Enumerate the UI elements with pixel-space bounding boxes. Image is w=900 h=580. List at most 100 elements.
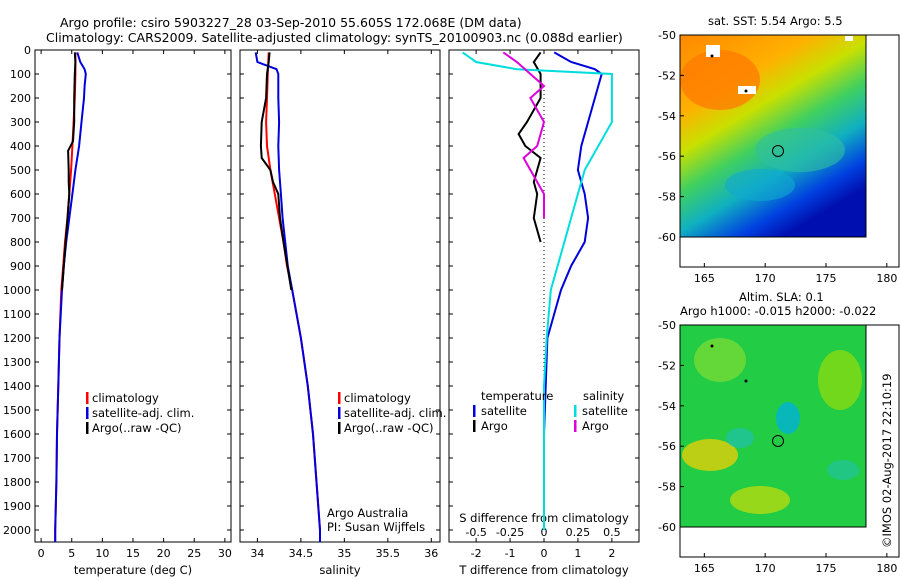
x-tick-label: 5	[68, 547, 75, 560]
credit-line-2: PI: Susan Wijffels	[327, 520, 425, 534]
legend-s-satellite-label: satellite	[582, 404, 628, 418]
legend-t-argo-label: Argo	[481, 419, 508, 433]
sst-map-title: sat. SST: 5.54 Argo: 5.5	[708, 14, 843, 28]
x2-tick-label: 0.25	[566, 526, 591, 539]
legend-temperature-heading: temperature	[481, 389, 553, 403]
map-x-tick-label: 180	[876, 562, 897, 575]
sla-map-ticks: 165 170 175 180 -50 -52 -54 -56 -58 -60	[658, 319, 900, 575]
legend-argo-label: Argo(..raw -QC)	[92, 421, 182, 435]
sst-missing-data	[706, 45, 720, 57]
sla-low-patch	[726, 428, 754, 448]
x2-tick-label: 0	[541, 526, 548, 539]
legend-swatch-t-argo	[473, 420, 476, 432]
sst-cool-patch	[725, 169, 795, 201]
y-tick-label: 1200	[3, 332, 31, 345]
x-tick-label: -2	[471, 547, 482, 560]
y-tick-label: 1600	[3, 428, 31, 441]
sla-map-title-2: Argo h1000: -0.015 h2000: -0.022	[680, 304, 876, 318]
x-tick-label: 15	[126, 547, 140, 560]
sst-missing-data	[845, 36, 853, 41]
map-axes-frame	[679, 324, 900, 558]
credit-line-1: Argo Australia	[327, 506, 408, 520]
sla-high-patch	[730, 486, 790, 514]
x-tick-label: 36	[424, 547, 438, 560]
legend-temperature-panel: climatology satellite-adj. clim. Argo(..…	[86, 391, 194, 435]
float-track-point	[744, 89, 748, 93]
map-y-tick-label: -50	[658, 29, 676, 42]
map-y-tick-label: -52	[658, 359, 676, 372]
sla-low-patch	[776, 402, 800, 434]
x-tick-label: 30	[218, 547, 232, 560]
map-x-tick-label: 170	[755, 272, 776, 285]
series-line	[502, 51, 546, 218]
x-tick-label: 1	[574, 547, 581, 560]
legend-satellite-label: satellite-adj. clim.	[92, 406, 194, 420]
map-y-tick-label: -60	[658, 521, 676, 534]
float-track-point	[710, 344, 714, 348]
map-x-tick-label: 170	[755, 562, 776, 575]
x-tick-label: 0	[541, 547, 548, 560]
title-line-2: Climatology: CARS2009. Satellite-adjuste…	[46, 30, 623, 45]
map-y-tick-label: -54	[658, 400, 676, 413]
y-tick-label: 1100	[3, 308, 31, 321]
x-tick-label: 10	[95, 547, 109, 560]
x-tick-label: 2	[608, 547, 615, 560]
map-y-tick-label: -50	[658, 319, 676, 332]
legend-s-argo-label: Argo	[582, 419, 609, 433]
y-tick-label: 100	[10, 68, 31, 81]
legend-swatch-argo	[338, 422, 341, 434]
sst-warm-patch	[680, 50, 760, 110]
map-y-tick-label: -58	[658, 481, 676, 494]
series-line	[543, 51, 603, 530]
legend-satellite-label: satellite-adj. clim.	[344, 406, 446, 420]
legend-swatch-s-argo	[574, 420, 577, 432]
legend-argo-label: Argo(..raw -QC)	[344, 421, 434, 435]
x-axis-label: salinity	[319, 563, 360, 577]
map-x-tick-label: 175	[816, 562, 837, 575]
map-x-tick-label: 180	[876, 272, 897, 285]
sla-high-patch	[694, 338, 746, 382]
x-axis-label: T difference from climatology	[458, 563, 629, 577]
x-tick-label: -1	[505, 547, 516, 560]
legend-swatch-t-satellite	[473, 405, 476, 417]
float-position-marker	[772, 145, 784, 157]
sla-low-patch	[827, 460, 859, 480]
map-x-tick-label: 165	[694, 562, 715, 575]
y-tick-label: 1300	[3, 356, 31, 369]
y-tick-label: 900	[10, 260, 31, 273]
float-position-marker	[772, 435, 784, 447]
series-line	[462, 51, 613, 530]
map-axes-frame	[679, 34, 900, 268]
legend-salinity-panel: climatology satellite-adj. clim. Argo(..…	[338, 391, 446, 435]
x-tick-label: 35	[337, 547, 351, 560]
series-line	[54, 52, 87, 542]
title-line-1: Argo profile: csiro 5903227_28 03-Sep-20…	[60, 15, 522, 30]
map-x-tick-label: 165	[694, 272, 715, 285]
legend-swatch-satellite	[86, 407, 89, 419]
sla-map-title-1: Altim. SLA: 0.1	[739, 290, 824, 304]
y-tick-label: 1800	[3, 476, 31, 489]
x-tick-label: 0	[38, 547, 45, 560]
x2-tick-label: 0.5	[603, 526, 621, 539]
map-y-tick-label: -56	[658, 440, 676, 453]
legend-t-satellite-label: satellite	[481, 404, 527, 418]
map-y-tick-label: -56	[658, 150, 676, 163]
y-tick-label: 2000	[3, 524, 31, 537]
credit-text: Argo Australia PI: Susan Wijffels	[327, 506, 425, 534]
legend-swatch-climatology	[338, 392, 341, 404]
y-tick-label: 1700	[3, 452, 31, 465]
legend-climatology-label: climatology	[92, 391, 159, 405]
sla-high-patch	[682, 439, 738, 471]
legend-swatch-climatology	[86, 392, 89, 404]
map-y-tick-label: -58	[658, 191, 676, 204]
profile-panel-1: 0 5 10 15 20 25 30 temperature (deg C) 0 100 200 30…	[3, 44, 232, 577]
legend-swatch-s-satellite	[574, 405, 577, 417]
float-track-point	[710, 54, 714, 58]
sst-map-ticks: 165 170 175 180 -50 -52 -54 -56 -58 -60	[658, 29, 900, 285]
y-tick-label: 500	[10, 164, 31, 177]
x-axis-label: temperature (deg C)	[74, 563, 192, 577]
series-line	[61, 52, 77, 291]
y-tick-label: 0	[24, 44, 31, 57]
